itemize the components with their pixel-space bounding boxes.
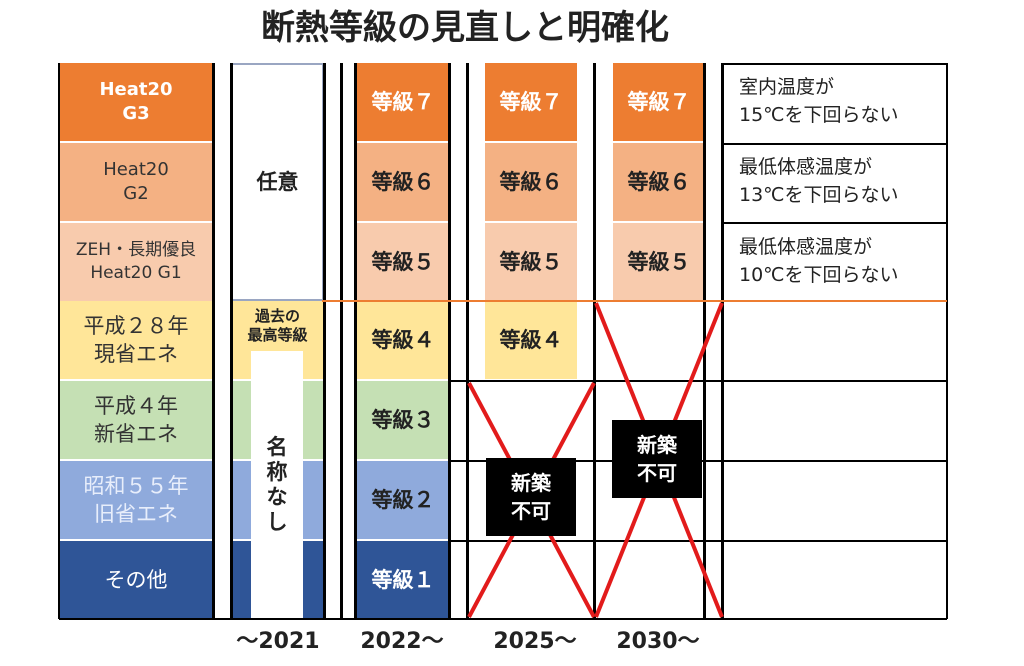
column-rule	[721, 63, 724, 619]
grade-cell-2025: 等級４	[485, 301, 577, 379]
row-rule	[722, 222, 947, 224]
criteria-note: 最低体感温度が 13℃を下回らない	[739, 156, 899, 206]
year-label: 2030～	[616, 629, 700, 654]
standard-cell: Heat20 G2	[59, 143, 213, 221]
column-rule	[323, 63, 326, 619]
column-rule	[212, 63, 215, 619]
column-rule	[58, 63, 60, 619]
grade-cell-2025: 等級７	[485, 63, 577, 141]
row-rule	[449, 380, 947, 382]
grade-cell-2022: 等級７	[357, 63, 449, 141]
grade-cell-2030: 等級７	[613, 63, 705, 141]
highest-grade-label: 過去の 最高等級	[231, 301, 324, 351]
grade-cell-2022: 等級２	[357, 461, 449, 539]
column-rule	[340, 63, 343, 619]
year-label: 2025～	[493, 629, 577, 654]
row-rule	[722, 63, 947, 65]
row-rule	[722, 143, 947, 145]
column-rule	[946, 63, 948, 619]
standard-cell: ZEH・長期優良 Heat20 G1	[59, 223, 213, 301]
column-rule	[354, 63, 357, 619]
grade-cell-2022: 等級１	[357, 541, 449, 619]
grade-cell-2022: 等級３	[357, 381, 449, 459]
grade-cell-2025: 等級５	[485, 223, 577, 301]
criteria-note: 最低体感温度が 10℃を下回らない	[739, 236, 899, 286]
column-rule	[230, 63, 233, 619]
grade-separator-line	[322, 300, 947, 302]
grade-cell-2022: 等級６	[357, 143, 449, 221]
not-allowed-badge-2030: 新築 不可	[612, 420, 702, 498]
column-rule	[466, 63, 469, 619]
standard-cell: 昭和５５年 旧省エネ	[59, 461, 213, 539]
not-allowed-badge-2025: 新築 不可	[486, 458, 576, 536]
unnamed-label: 名 称 な し	[251, 351, 303, 619]
grade-cell-2030: 等級６	[613, 143, 705, 221]
grade-cell-2030: 等級５	[613, 223, 705, 301]
grade-cell-2025: 等級６	[485, 143, 577, 221]
grade-cell-2022: 等級４	[357, 301, 449, 379]
page-title: 断熱等級の見直しと明確化	[261, 8, 669, 48]
bottom-rule	[59, 618, 947, 620]
column-rule	[448, 63, 451, 619]
column-rule	[593, 63, 596, 619]
standard-cell: 平成４年 新省エネ	[59, 381, 213, 459]
standard-cell: その他	[59, 541, 213, 619]
year-label: 2022～	[360, 629, 444, 654]
year-label: ～2021	[236, 629, 320, 654]
criteria-note: 室内温度が 15℃を下回らない	[739, 76, 899, 126]
grade-cell-2022: 等級５	[357, 223, 449, 301]
standard-cell: Heat20 G3	[59, 63, 213, 141]
standard-cell: 平成２８年 現省エネ	[59, 301, 213, 379]
row-rule	[449, 540, 947, 542]
optional-box: 任意	[231, 63, 324, 301]
column-rule	[703, 63, 706, 619]
